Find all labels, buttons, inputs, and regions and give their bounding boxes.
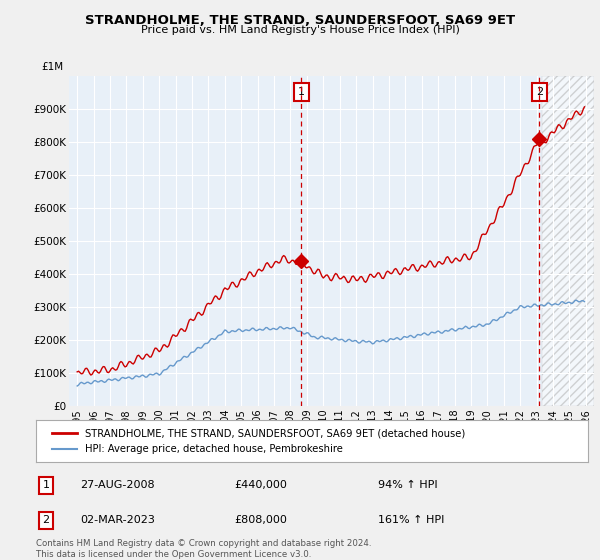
Text: Price paid vs. HM Land Registry's House Price Index (HPI): Price paid vs. HM Land Registry's House … [140, 25, 460, 35]
Text: 27-AUG-2008: 27-AUG-2008 [80, 480, 155, 490]
Text: £1M: £1M [41, 62, 64, 72]
Text: £440,000: £440,000 [235, 480, 287, 490]
Text: STRANDHOLME, THE STRAND, SAUNDERSFOOT, SA69 9ET: STRANDHOLME, THE STRAND, SAUNDERSFOOT, S… [85, 14, 515, 27]
Text: 2: 2 [43, 515, 50, 525]
Text: 2: 2 [536, 87, 543, 97]
Text: 1: 1 [43, 480, 50, 490]
Text: 02-MAR-2023: 02-MAR-2023 [80, 515, 155, 525]
Legend: STRANDHOLME, THE STRAND, SAUNDERSFOOT, SA69 9ET (detached house), HPI: Average p: STRANDHOLME, THE STRAND, SAUNDERSFOOT, S… [47, 423, 470, 459]
Text: 161% ↑ HPI: 161% ↑ HPI [378, 515, 445, 525]
Text: 94% ↑ HPI: 94% ↑ HPI [378, 480, 438, 490]
Text: Contains HM Land Registry data © Crown copyright and database right 2024.
This d: Contains HM Land Registry data © Crown c… [36, 539, 371, 559]
Text: 1: 1 [298, 87, 305, 97]
Text: £808,000: £808,000 [235, 515, 287, 525]
